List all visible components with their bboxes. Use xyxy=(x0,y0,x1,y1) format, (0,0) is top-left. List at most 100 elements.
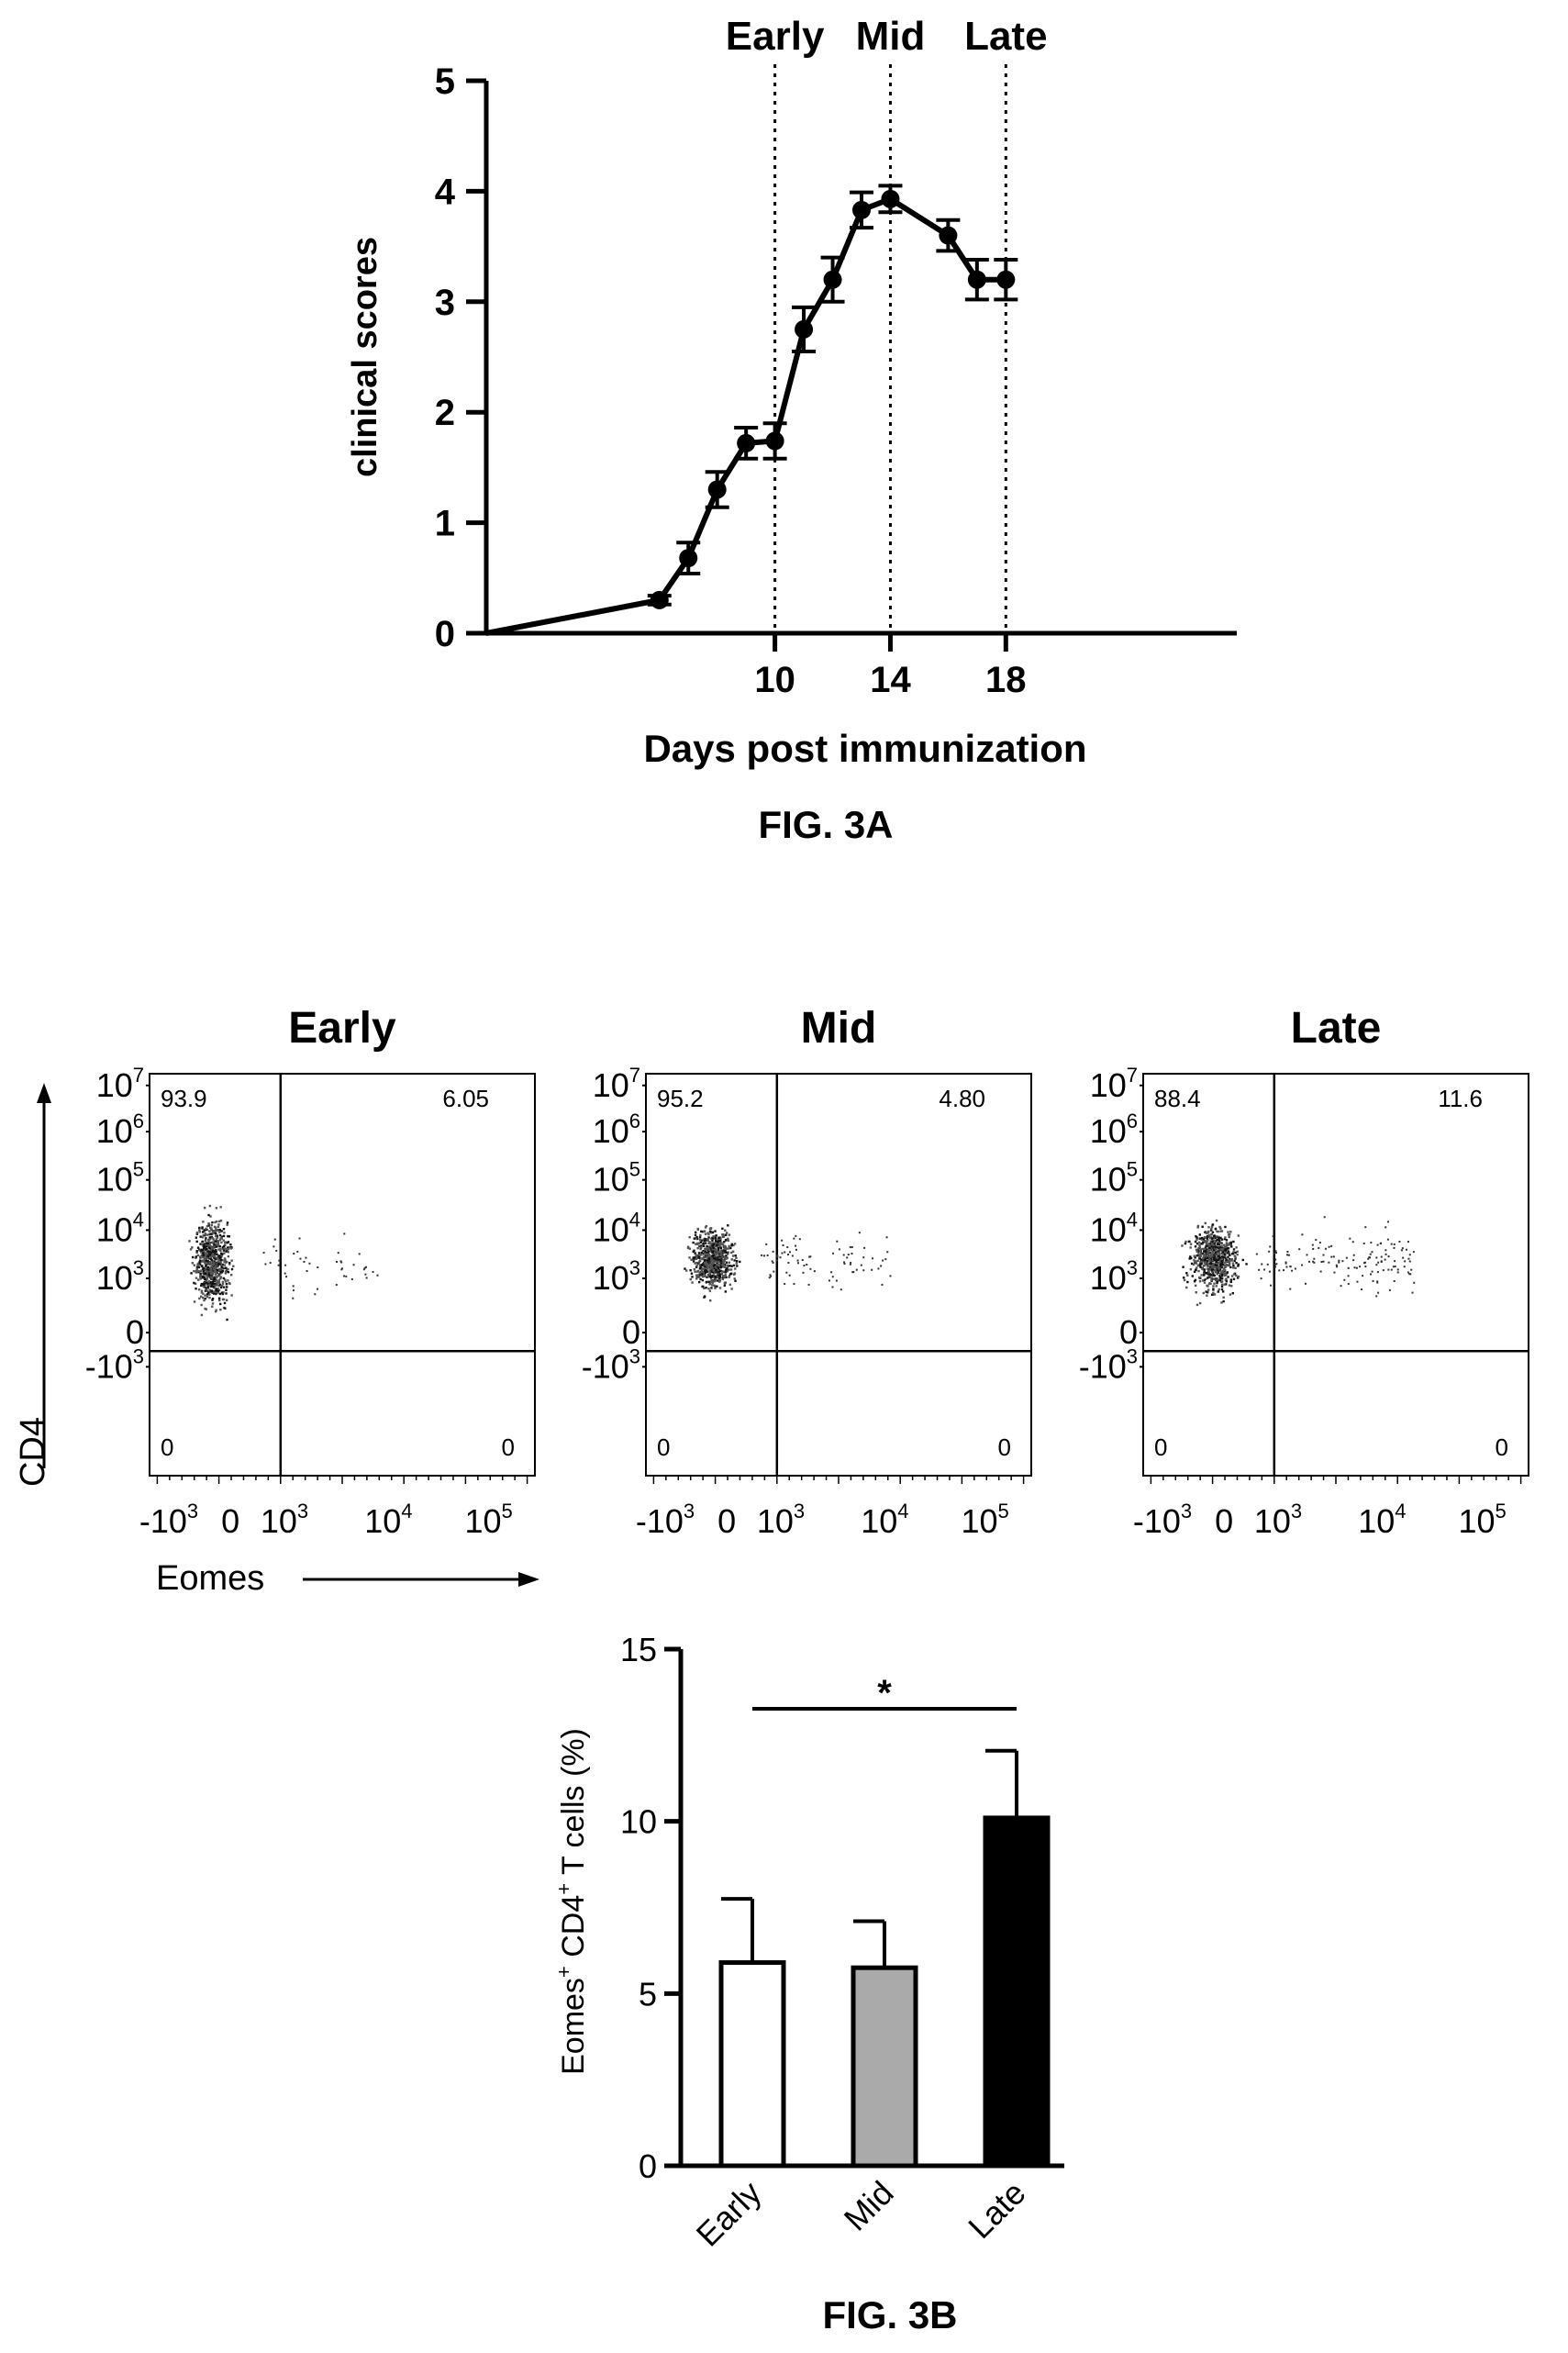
event-dot xyxy=(1215,1247,1218,1251)
event-dot xyxy=(717,1269,720,1273)
event-dot xyxy=(1193,1255,1195,1257)
event-dot xyxy=(203,1272,206,1276)
event-dot xyxy=(372,1270,374,1273)
event-dot xyxy=(221,1282,225,1286)
event-dot xyxy=(206,1243,209,1247)
event-dot xyxy=(1214,1249,1217,1252)
event-dot xyxy=(201,1236,205,1239)
event-dot xyxy=(214,1284,217,1288)
quadrant-upper-left-value: 95.2 xyxy=(657,1085,704,1112)
event-dot xyxy=(718,1287,722,1289)
event-dot xyxy=(1198,1233,1202,1236)
event-dot xyxy=(722,1258,725,1262)
event-dot xyxy=(714,1236,717,1240)
event-dot xyxy=(705,1224,708,1228)
event-dot xyxy=(206,1282,210,1285)
event-dot xyxy=(720,1255,723,1259)
event-dot xyxy=(339,1260,342,1263)
event-dot xyxy=(208,1204,212,1208)
event-dot xyxy=(735,1260,739,1263)
event-dot xyxy=(204,1256,206,1260)
event-dot xyxy=(1229,1266,1232,1269)
event-dot xyxy=(1231,1291,1235,1295)
event-dot xyxy=(1274,1266,1277,1268)
event-dot xyxy=(1220,1272,1223,1275)
event-dot xyxy=(692,1241,695,1244)
event-dot xyxy=(709,1230,712,1233)
figure-label-3a: FIG. 3A xyxy=(758,803,893,846)
event-dot xyxy=(212,1286,215,1288)
event-dot xyxy=(711,1281,714,1285)
event-dot xyxy=(1224,1247,1227,1251)
event-dot xyxy=(203,1269,206,1273)
event-dot xyxy=(1230,1257,1234,1261)
event-dot xyxy=(218,1228,221,1232)
event-dot xyxy=(1195,1236,1198,1239)
event-dot xyxy=(1235,1261,1238,1265)
event-dot xyxy=(1220,1238,1224,1241)
event-dot xyxy=(1230,1259,1233,1262)
event-dot xyxy=(206,1293,209,1296)
event-dot xyxy=(204,1232,207,1235)
event-dot xyxy=(1221,1249,1224,1252)
event-dot xyxy=(216,1220,218,1223)
event-dot xyxy=(1212,1248,1216,1252)
event-dot xyxy=(1372,1279,1374,1282)
event-dot xyxy=(732,1264,736,1267)
event-dot xyxy=(196,1262,200,1266)
event-dot xyxy=(717,1248,720,1252)
event-dot xyxy=(1231,1253,1234,1255)
event-dot xyxy=(213,1245,216,1248)
event-dot xyxy=(1203,1278,1206,1282)
event-dot xyxy=(199,1251,203,1254)
event-dot xyxy=(1387,1255,1390,1258)
event-dot xyxy=(199,1255,202,1258)
event-dot xyxy=(1225,1256,1228,1260)
event-dot xyxy=(1182,1277,1185,1279)
event-dot xyxy=(202,1266,206,1270)
event-dot xyxy=(1213,1269,1217,1272)
event-dot xyxy=(718,1278,721,1281)
event-dot xyxy=(1218,1260,1222,1264)
event-dot xyxy=(206,1277,209,1280)
event-dot xyxy=(703,1273,706,1276)
event-dot xyxy=(212,1256,216,1259)
event-dot xyxy=(692,1256,695,1260)
event-dot xyxy=(1218,1256,1222,1260)
event-dot xyxy=(217,1273,221,1276)
event-dot xyxy=(1210,1265,1214,1267)
event-dot xyxy=(725,1232,728,1234)
event-dot xyxy=(1237,1275,1240,1278)
event-dot xyxy=(217,1274,220,1277)
event-dot xyxy=(219,1219,223,1222)
event-dot xyxy=(1189,1267,1193,1271)
x-tick-label: 105 xyxy=(961,1500,1008,1540)
event-dot xyxy=(1229,1242,1232,1245)
event-dot xyxy=(1195,1291,1197,1294)
event-dot xyxy=(227,1279,229,1282)
event-dot xyxy=(198,1231,201,1233)
event-dot xyxy=(1210,1244,1214,1248)
event-dot xyxy=(1377,1291,1380,1294)
event-dot xyxy=(717,1252,719,1255)
event-dot xyxy=(708,1250,712,1253)
event-dot xyxy=(1213,1277,1216,1280)
event-dot xyxy=(205,1268,207,1271)
event-dot xyxy=(211,1237,215,1240)
event-dot xyxy=(1347,1275,1350,1277)
event-dot xyxy=(1363,1261,1366,1264)
event-dot xyxy=(736,1265,739,1267)
event-dot xyxy=(734,1267,737,1270)
event-dot xyxy=(791,1255,794,1257)
event-dot xyxy=(1380,1255,1383,1258)
event-dot xyxy=(1220,1280,1223,1283)
event-dot xyxy=(1206,1237,1208,1240)
event-dot xyxy=(711,1274,714,1277)
event-dot xyxy=(1235,1274,1238,1277)
event-dot xyxy=(1237,1263,1240,1266)
event-dot xyxy=(217,1256,221,1259)
flow-panel-title: Late xyxy=(1291,1004,1382,1053)
data-point xyxy=(650,590,669,609)
event-dot xyxy=(206,1289,209,1292)
event-dot xyxy=(715,1241,717,1243)
